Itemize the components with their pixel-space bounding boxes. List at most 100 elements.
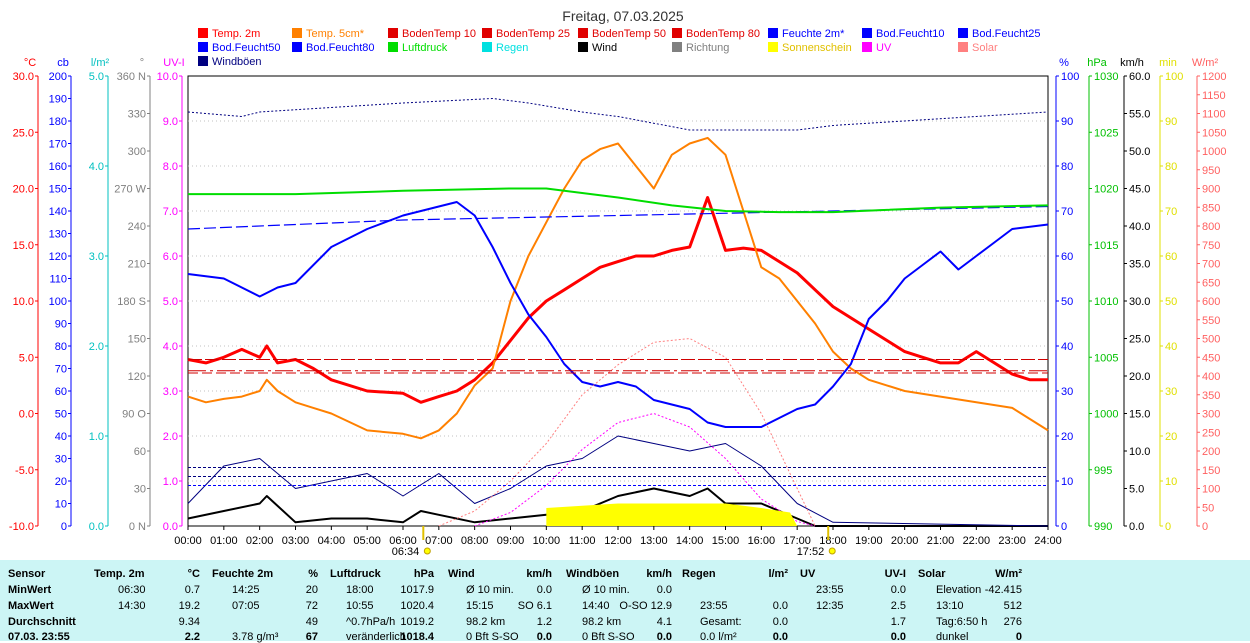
right-tick-label-0-10: 0 xyxy=(1061,521,1067,533)
stats-cell-label-1-1: 07:05 xyxy=(232,600,260,612)
x-tick-label-14: 14:00 xyxy=(676,535,704,547)
legend-label-11: Luftdruck xyxy=(402,42,448,54)
series-5 xyxy=(188,187,1049,214)
stats-cell-label-1-0: 14:25 xyxy=(232,584,260,596)
right-tick-label-4-21: 150 xyxy=(1202,465,1220,477)
legend-swatch-17 xyxy=(958,42,968,52)
legend-swatch-12 xyxy=(482,42,492,52)
right-tick-label-4-7: 850 xyxy=(1202,202,1220,214)
right-tick-label-4-3: 1050 xyxy=(1202,127,1226,139)
stats-cell-label-7-0: Elevation xyxy=(936,584,982,596)
legend-swatch-16 xyxy=(862,42,872,52)
right-tick-label-4-20: 200 xyxy=(1202,446,1220,458)
legend-swatch-6 xyxy=(768,28,778,38)
left-tick-label-2-2: 3.0 xyxy=(89,251,104,263)
stats-cell-value-7-2: 276 xyxy=(1003,616,1022,628)
right-tick-label-2-5: 35.0 xyxy=(1129,259,1150,271)
right-tick-label-4-12: 600 xyxy=(1202,296,1220,308)
stats-cell-value-2-0: 1017.9 xyxy=(400,584,434,596)
left-tick-label-1-3: 170 xyxy=(49,139,67,151)
legend-label-3: BodenTemp 25 xyxy=(496,28,570,40)
left-tick-label-1-0: 200 xyxy=(49,71,67,83)
legend-label-16: UV xyxy=(876,42,892,54)
stats-cell-value-6-3: 0.0 xyxy=(890,631,906,643)
stats-cell-value-7-0: -42.415 xyxy=(984,584,1022,596)
stats-cell-value-7-1: 512 xyxy=(1003,600,1022,612)
right-tick-label-4-23: 50 xyxy=(1202,502,1214,514)
right-tick-label-4-19: 250 xyxy=(1202,427,1220,439)
chart-title: Freitag, 07.03.2025 xyxy=(562,8,684,24)
right-tick-label-2-9: 15.0 xyxy=(1129,409,1150,421)
right-tick-label-0-0: 100 xyxy=(1061,71,1079,83)
stats-cell-value-5-2: 0.0 xyxy=(772,616,788,628)
stats-row-label-2: MaxWert xyxy=(8,600,54,612)
left-tick-label-4-3: 7.0 xyxy=(163,206,178,218)
right-tick-label-2-7: 25.0 xyxy=(1129,334,1150,346)
right-tick-label-4-17: 350 xyxy=(1202,390,1220,402)
legend-label-14: Richtung xyxy=(686,42,729,54)
stats-row-label-1: MinWert xyxy=(8,584,52,596)
stats-unit-0: °C xyxy=(187,568,200,580)
left-tick-label-1-1: 190 xyxy=(49,94,67,106)
right-tick-label-4-15: 450 xyxy=(1202,352,1220,364)
left-tick-label-1-9: 110 xyxy=(49,274,67,286)
right-tick-label-4-18: 300 xyxy=(1202,409,1220,421)
right-tick-label-2-1: 55.0 xyxy=(1129,109,1150,121)
stats-cell-label-3-0: Ø 10 min. xyxy=(466,584,514,596)
stats-cell-label-0-1: 14:30 xyxy=(118,600,146,612)
stats-cell-label-3-1: 15:15 xyxy=(466,600,494,612)
left-tick-label-4-8: 2.0 xyxy=(163,431,178,443)
stats-header-0: Temp. 2m xyxy=(94,568,145,580)
legend-label-10: Bod.Feucht80 xyxy=(306,42,375,54)
left-axis-unit-0: °C xyxy=(24,57,36,69)
left-tick-label-0-7: -5.0 xyxy=(15,465,34,477)
legend-swatch-18 xyxy=(198,56,208,66)
stats-cell-value-2-2: 1019.2 xyxy=(400,616,434,628)
left-tick-label-3-0: 360 N xyxy=(117,71,146,83)
series-0 xyxy=(187,196,1048,404)
right-axis-unit-4: W/m² xyxy=(1192,57,1219,69)
right-axis-unit-3: min xyxy=(1159,57,1177,69)
sunset-sun-icon xyxy=(828,547,836,555)
left-tick-label-4-7: 3.0 xyxy=(163,386,178,398)
right-tick-label-4-11: 650 xyxy=(1202,277,1220,289)
right-tick-label-0-6: 40 xyxy=(1061,341,1073,353)
stats-header-6: UV xyxy=(800,568,816,580)
left-tick-label-2-0: 5.0 xyxy=(89,71,104,83)
stats-cell-value-4-1: O-SO 12.9 xyxy=(619,600,672,612)
legend-label-18: Windböen xyxy=(212,56,262,68)
left-tick-label-1-19: 10 xyxy=(55,499,67,511)
left-tick-label-1-16: 40 xyxy=(55,431,67,443)
right-tick-label-4-24: 0 xyxy=(1202,521,1208,533)
left-tick-label-1-13: 70 xyxy=(55,364,67,376)
legend-swatch-9 xyxy=(198,42,208,52)
stats-cell-value-0-2: 9.34 xyxy=(178,616,200,628)
series-9 xyxy=(474,413,816,527)
left-tick-label-0-0: 30.0 xyxy=(13,71,34,83)
left-tick-label-2-3: 2.0 xyxy=(89,341,104,353)
sunrise-sun-icon xyxy=(423,547,431,555)
stats-cell-label-2-3: veränderlich xyxy=(346,631,406,643)
stats-unit-2: hPa xyxy=(413,568,434,580)
right-tick-label-2-12: 0.0 xyxy=(1129,521,1144,533)
right-tick-label-3-6: 40 xyxy=(1165,341,1177,353)
right-tick-label-3-5: 50 xyxy=(1165,296,1177,308)
right-tick-label-3-0: 100 xyxy=(1165,71,1183,83)
left-axis-unit-2: l/m² xyxy=(91,57,110,69)
stats-cell-label-4-0: Ø 10 min. xyxy=(582,584,630,596)
left-tick-label-0-1: 25.0 xyxy=(13,127,34,139)
sunrise-label: 06:34 xyxy=(392,546,420,558)
stats-cell-label-0-0: 06:30 xyxy=(118,584,146,596)
stats-header-1: Feuchte 2m xyxy=(212,568,274,580)
legend-label-2: BodenTemp 10 xyxy=(402,28,476,40)
stats-cell-label-4-1: 14:40 xyxy=(582,600,610,612)
left-tick-label-4-1: 9.0 xyxy=(163,116,178,128)
right-tick-label-3-2: 80 xyxy=(1165,161,1177,173)
x-tick-label-18: 18:00 xyxy=(819,535,847,547)
right-tick-label-3-3: 70 xyxy=(1165,206,1177,218)
stats-cell-label-5-1: 23:55 xyxy=(700,600,728,612)
stats-cell-value-4-2: 4.1 xyxy=(656,616,672,628)
stats-unit-1: % xyxy=(308,568,318,580)
stats-cell-label-2-1: 10:55 xyxy=(346,600,374,612)
stats-header-5: Regen xyxy=(682,568,716,580)
